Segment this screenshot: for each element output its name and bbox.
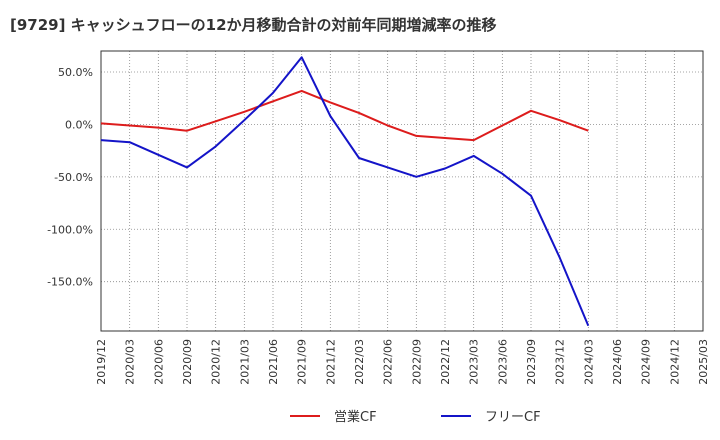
x-tick-label: 2021/06	[267, 339, 280, 385]
x-tick-label: 2021/12	[324, 339, 337, 385]
legend-label: 営業CF	[334, 409, 377, 425]
x-tick-label: 2024/03	[582, 339, 595, 385]
chart-title: [9729] キャッシュフローの12か月移動合計の対前年同期増減率の推移	[10, 16, 497, 34]
y-tick-label: -100.0%	[47, 223, 93, 236]
x-tick-label: 2023/06	[496, 339, 509, 385]
x-tick-label: 2023/12	[554, 339, 567, 385]
x-tick-label: 2024/09	[640, 339, 653, 385]
x-tick-label: 2024/12	[668, 339, 681, 385]
x-tick-label: 2020/03	[124, 339, 137, 385]
y-tick-label: 0.0%	[65, 118, 93, 131]
x-tick-label: 2022/03	[353, 339, 366, 385]
plot-area	[101, 51, 703, 331]
legend-label: フリーCF	[485, 410, 541, 425]
plot-frame	[100, 50, 704, 332]
x-tick-label: 2020/09	[181, 339, 194, 385]
series-line	[100, 89, 589, 142]
x-tick-label: 2020/12	[210, 339, 223, 385]
x-tick-label: 2025/03	[697, 339, 710, 385]
series-line	[100, 56, 590, 327]
y-tick-label: -150.0%	[47, 276, 93, 289]
x-tick-label: 2022/09	[410, 339, 423, 385]
x-tick-label: 2022/06	[382, 339, 395, 385]
x-tick-label: 2020/06	[152, 339, 165, 385]
x-tick-label: 2024/06	[611, 339, 624, 385]
x-tick-label: 2021/09	[296, 339, 309, 385]
x-tick-label: 2023/09	[525, 339, 538, 385]
x-tick-label: 2021/03	[238, 339, 251, 385]
y-tick-label: 50.0%	[58, 66, 93, 79]
x-tick-label: 2023/03	[468, 339, 481, 385]
y-tick-label: -50.0%	[54, 171, 93, 184]
x-tick-label: 2019/12	[95, 339, 108, 385]
x-tick-label: 2022/12	[439, 339, 452, 385]
